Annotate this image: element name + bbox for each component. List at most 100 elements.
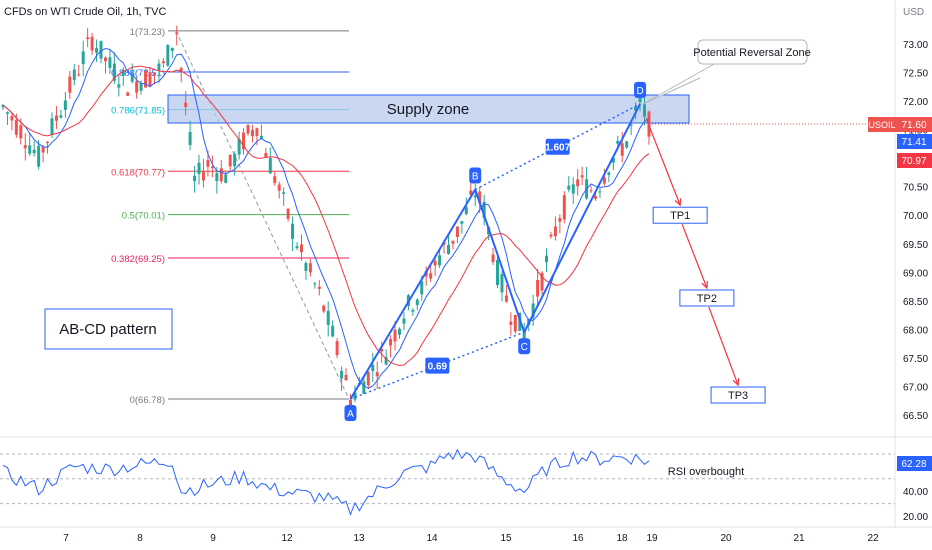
candle-body (77, 74, 81, 76)
last-price-badge-label: 71.60 (901, 120, 926, 131)
candle-body (50, 118, 54, 135)
candle-body (139, 83, 143, 91)
candle-body (112, 63, 116, 81)
reversal-zone-label: Potential Reversal Zone (693, 47, 810, 59)
candle-body (620, 143, 624, 156)
time-tick-label: 18 (616, 533, 628, 544)
time-tick-label: 13 (353, 533, 365, 544)
time-tick-label: 14 (426, 533, 438, 544)
candle-body (509, 321, 513, 325)
target-arrow-line (681, 224, 708, 289)
pattern-leg-cd (523, 103, 641, 333)
last-price-badge (897, 117, 932, 132)
ma-fast-line (2, 47, 650, 389)
candle-body (473, 195, 477, 198)
target-box (710, 386, 766, 404)
candle-body (250, 130, 254, 137)
candle-body (438, 255, 442, 266)
candle-body (68, 76, 72, 93)
fib-level-label: 0.618(70.77) (111, 167, 165, 178)
pattern-leg-ab (349, 189, 477, 400)
candle-body (179, 68, 183, 71)
price-tick-label: 73.00 (903, 40, 928, 51)
candle-body (344, 374, 348, 381)
candle-body (375, 372, 379, 377)
candle-body (429, 273, 433, 279)
candle-body (126, 92, 130, 96)
candle-body (108, 57, 112, 68)
candle-body (384, 357, 388, 365)
candle-body (576, 179, 580, 187)
time-tick-label: 16 (572, 533, 584, 544)
candle-body (19, 125, 23, 139)
rsi-line (2, 448, 650, 516)
candle-body (402, 318, 406, 324)
take-profit-targets[interactable]: TP1 TP2 TP3 (645, 117, 766, 404)
reversal-zone-callout[interactable] (697, 39, 808, 65)
price-tick-label: 68.00 (903, 325, 928, 336)
candle-body (170, 47, 174, 51)
candle-body (184, 102, 188, 107)
candle-body (464, 207, 468, 215)
candle-body (264, 152, 268, 158)
symbol-badge-label: USOIL (868, 120, 895, 130)
candle-body (152, 73, 156, 75)
price-tick-label: 66.50 (903, 411, 928, 422)
ma-fast-badge-label: 71.41 (901, 137, 926, 148)
candle-body (304, 262, 308, 271)
candle-body (571, 184, 575, 194)
candle-body (589, 190, 593, 192)
candle-body (308, 263, 312, 273)
target-arrow-head (674, 198, 682, 207)
ratio-line-bd (474, 103, 641, 191)
pattern-point-label: A (347, 409, 354, 420)
time-tick-label: 15 (500, 533, 512, 544)
candle-body (46, 141, 50, 143)
ratio-bd-label: 1.607 (545, 143, 570, 154)
target-box (652, 206, 708, 224)
candle-body (393, 329, 397, 342)
candle-body (540, 272, 544, 291)
time-tick-label: 22 (867, 533, 879, 544)
price-tick-label: 68.50 (903, 297, 928, 308)
candle-body (95, 48, 99, 53)
candle-body (389, 338, 393, 346)
candle-body (219, 168, 223, 182)
candle-body (326, 310, 330, 325)
pattern-point-marker (344, 405, 357, 422)
candle-body (522, 330, 526, 340)
candle-body (23, 145, 27, 149)
candle-body (397, 328, 401, 335)
candle-body (415, 299, 419, 306)
price-axis[interactable]: 73.0072.5072.0071.5071.0070.5070.0069.50… (903, 40, 928, 422)
pattern-point-label: C (521, 342, 528, 353)
candle-body (469, 190, 473, 195)
fibonacci-retracement[interactable]: 1(73.23) 0.888(72.51) 0.786(71.85) 0.618(70… (111, 27, 350, 406)
abcd-pattern[interactable]: 0.69 1.607 A B C D (344, 81, 647, 422)
time-tick-label: 19 (646, 533, 658, 544)
price-tick-label: 72.00 (903, 97, 928, 108)
candle-body (371, 364, 375, 372)
rsi-value-badge-label: 62.28 (901, 459, 926, 470)
candle-body (14, 119, 18, 135)
price-tick-label: 67.00 (903, 382, 928, 393)
target-label: TP3 (728, 390, 748, 402)
candle-body (282, 192, 286, 194)
candle-body (496, 260, 500, 286)
rsi-tick-label: 20.00 (903, 512, 928, 523)
candle-body (353, 392, 357, 400)
moving-averages (2, 47, 650, 389)
time-axis[interactable]: 7 8 9 12 13 14 15 16 18 19 20 21 22 (63, 533, 879, 544)
candle-body (625, 141, 629, 148)
candle-body (420, 281, 424, 295)
pattern-point-marker (469, 167, 482, 184)
rsi-pane[interactable]: 40.00 20.00 (0, 448, 928, 523)
rsi-tick-label: 40.00 (903, 487, 928, 498)
candle-body (411, 309, 415, 312)
pattern-name-box[interactable] (44, 308, 173, 350)
candle-body (148, 72, 152, 87)
currency-label: USD (903, 7, 924, 18)
candle-body (277, 184, 281, 191)
supply-zone-box[interactable] (167, 94, 690, 124)
